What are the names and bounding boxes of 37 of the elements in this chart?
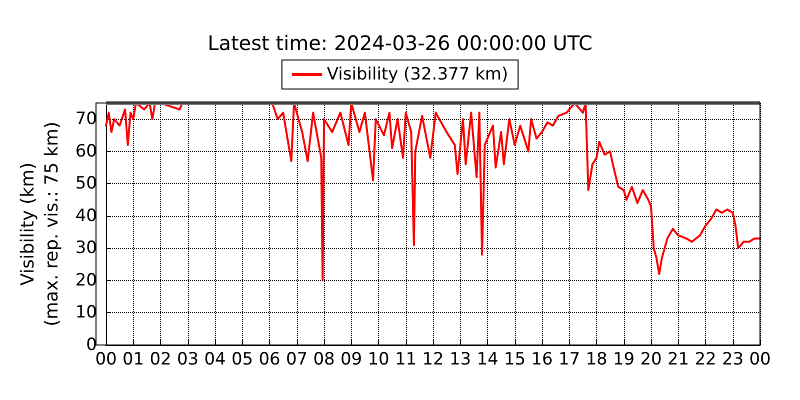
y-tick-label: 20: [75, 270, 97, 290]
chart-title: Latest time: 2024-03-26 00:00:00 UTC: [208, 31, 592, 55]
x-tick-label: 11: [394, 350, 417, 370]
x-tick-label: 10: [368, 350, 390, 370]
y-tick-label: 60: [75, 141, 97, 162]
x-tick-label: 18: [586, 350, 608, 370]
line-series: [105, 102, 761, 282]
y-tick-label: 0: [86, 335, 97, 355]
y-tick-label: 70: [75, 109, 97, 130]
y-tick-label: 40: [75, 206, 97, 226]
x-tick-label: 01: [122, 350, 144, 370]
y-tick-label: 10: [75, 302, 97, 323]
x-tick-label: 04: [204, 350, 226, 370]
x-tick-label: 05: [231, 350, 254, 370]
y-axis-title: Visibility (km) (max. rep. vis.: 75 km): [18, 122, 62, 326]
x-tick-label: 09: [340, 350, 362, 370]
x-tick-label: 02: [150, 350, 172, 370]
x-tick-label: 21: [667, 350, 690, 370]
x-tick-label: 07: [286, 350, 308, 370]
x-tick-label: 00: [749, 350, 771, 370]
x-tick-label: 16: [531, 350, 553, 370]
x-tick-label: 17: [558, 350, 580, 370]
y-tick-label: 30: [75, 238, 97, 258]
x-tick-label: 22: [694, 350, 716, 370]
x-tick-label: 19: [612, 350, 635, 370]
x-tick-label: 06: [258, 350, 280, 370]
x-tick-label: 13: [449, 350, 472, 370]
x-tick-label: 00: [95, 350, 117, 370]
x-tick-label: 20: [640, 350, 662, 370]
y-tick-label: 50: [75, 174, 97, 194]
x-tick-label: 14: [476, 350, 498, 370]
x-tick-label: 03: [176, 350, 199, 370]
x-tick-label: 23: [722, 350, 744, 370]
x-tick-label: 08: [313, 350, 335, 370]
legend-label: Visibility (32.377 km): [326, 64, 508, 84]
x-tick-label: 15: [504, 350, 526, 370]
x-tick-label: 12: [422, 350, 444, 370]
